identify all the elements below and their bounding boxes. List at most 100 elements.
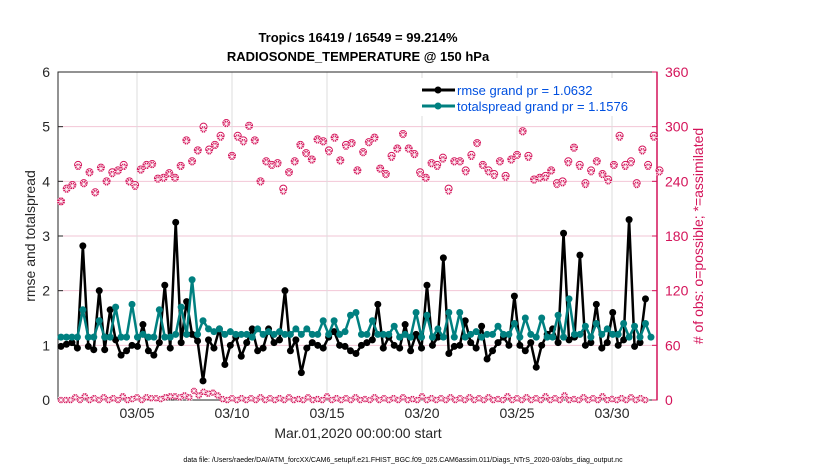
rmse-point	[314, 341, 322, 349]
rmse-point	[341, 342, 349, 350]
totalspread-point	[494, 322, 502, 330]
obs-assimilated-marker	[536, 396, 545, 404]
totalspread-point	[532, 333, 540, 341]
marker-spoke	[576, 163, 583, 171]
marker-spoke	[462, 168, 469, 176]
obs-assimilated-marker	[359, 149, 368, 158]
totalspread-point	[483, 330, 491, 338]
legend: rmse grand pr = 1.0632 totalspread grand…	[410, 78, 655, 116]
rmse-point	[521, 347, 529, 355]
totalspread-point	[538, 314, 546, 322]
obs-assimilated-marker	[199, 125, 208, 134]
rmse-point	[95, 287, 103, 295]
obs-assimilated-marker	[507, 156, 516, 165]
marker-spoke	[599, 171, 606, 179]
marker-spoke	[525, 154, 532, 161]
totalspread-point	[336, 330, 344, 338]
obs-assimilated-marker	[484, 168, 493, 177]
totalspread-point	[614, 330, 622, 338]
totalspread-point	[161, 333, 169, 341]
rmse-point	[510, 292, 518, 300]
obs-assimilated-marker	[490, 171, 499, 180]
marker-spoke	[354, 168, 361, 175]
marker-spoke	[285, 169, 293, 177]
totalspread-point	[90, 333, 98, 341]
rmse-point	[133, 342, 141, 350]
totalspread-point	[390, 322, 398, 330]
obs-assimilated-marker	[76, 396, 84, 404]
totalspread-point	[221, 330, 229, 338]
rmse-point	[210, 344, 218, 352]
totalspread-point	[215, 325, 223, 333]
rmse-point	[276, 336, 283, 344]
obs-assimilated-marker	[228, 152, 236, 161]
totalspread-point	[641, 319, 649, 327]
rmse-point	[237, 352, 245, 360]
marker-spoke	[148, 161, 156, 169]
rmse-point	[494, 339, 502, 347]
obs-assimilated-marker	[74, 162, 83, 171]
totalspread-point	[150, 333, 158, 341]
obs-assimilated-marker	[193, 147, 202, 156]
rmse-point	[478, 322, 486, 330]
totalspread-point	[368, 317, 376, 325]
obs-assimilated-marker	[353, 167, 362, 176]
marker-spoke	[445, 188, 452, 195]
obs-assimilated-marker	[233, 133, 242, 142]
totalspread-point	[199, 317, 207, 325]
totalspread-point	[478, 333, 486, 341]
totalspread-point	[166, 333, 174, 341]
marker-spoke	[456, 158, 464, 166]
totalspread-point	[587, 333, 595, 341]
marker-spoke	[91, 394, 98, 402]
marker-spoke	[589, 394, 597, 402]
obs-assimilated-marker	[598, 170, 607, 179]
rmse-point	[505, 341, 513, 349]
marker-spoke	[57, 396, 65, 404]
rmse-point	[396, 344, 404, 352]
marker-spoke	[177, 163, 184, 171]
marker-spoke	[297, 142, 304, 150]
rmse-point	[407, 347, 415, 355]
rmse-point	[172, 218, 180, 226]
obs-assimilated-marker	[68, 181, 77, 190]
rmse-point	[592, 300, 600, 308]
totalspread-point	[456, 309, 464, 317]
obs-assimilated-marker	[655, 168, 664, 177]
marker-spoke	[120, 163, 127, 171]
totalspread-point	[434, 325, 442, 333]
title-line-2: RADIOSONDE_TEMPERATURE @ 150 hPa	[227, 49, 490, 64]
marker-spoke	[418, 393, 426, 400]
y-tick-label: 2	[42, 283, 50, 299]
rmse-point	[581, 341, 589, 349]
marker-spoke	[257, 178, 264, 186]
y-tick-label: 4	[42, 173, 50, 189]
obs-assimilated-marker	[393, 145, 402, 154]
totalspread-point	[499, 330, 507, 338]
marker-spoke	[570, 145, 578, 152]
rmse-point	[79, 242, 87, 250]
marker-spoke	[439, 156, 447, 163]
obs-assimilated-marker	[399, 130, 407, 139]
obs-assimilated-marker	[570, 144, 578, 153]
rmse-point	[144, 347, 152, 355]
marker-spoke	[167, 393, 174, 400]
marker-spoke	[262, 158, 270, 166]
marker-spoke	[416, 170, 424, 178]
obs-assimilated-marker	[165, 170, 174, 179]
marker-spoke	[388, 154, 395, 161]
totalspread-point	[226, 328, 234, 336]
obs-assimilated-marker	[631, 396, 640, 404]
marker-spoke	[468, 153, 475, 160]
marker-spoke	[97, 165, 105, 172]
marker-spoke	[593, 158, 601, 166]
marker-spoke	[137, 167, 145, 174]
obs-assimilated-marker	[262, 158, 271, 167]
obs-assimilated-marker	[467, 152, 476, 161]
totalspread-point	[352, 309, 360, 317]
marker-spoke	[504, 393, 511, 400]
rmse-point	[428, 341, 436, 349]
obs-assimilated-marker	[79, 180, 88, 189]
x-axis: 03/05 03/10 03/15 03/20 03/25 03/30	[119, 395, 630, 421]
x-tick-label: 03/30	[594, 405, 629, 421]
